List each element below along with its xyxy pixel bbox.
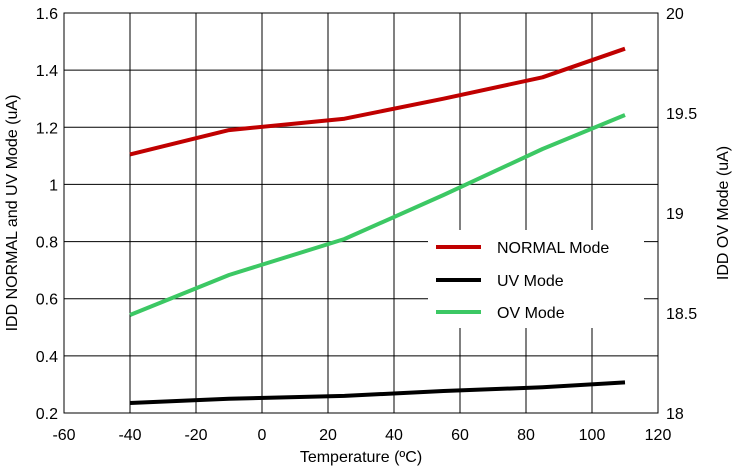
x-tick-label: 40 [385, 427, 403, 444]
x-tick-label: -60 [52, 427, 75, 444]
y-left-tick-label: 1.4 [36, 63, 58, 80]
x-tick-label: 120 [645, 427, 672, 444]
plot-border [63, 12, 659, 414]
y-left-tick-label: 1.6 [36, 6, 58, 23]
y-left-tick-label: 0.2 [36, 406, 58, 423]
y-right-tick-label: 18 [666, 406, 684, 423]
y-left-tick-labels: 0.2 0.4 0.6 0.8 1 1.2 1.4 1.6 [36, 6, 58, 423]
series-line-normal-mode [129, 46, 626, 157]
x-tick-label: 20 [319, 427, 337, 444]
y-left-axis-title: IDD NORMAL and UV Mode (uA) [4, 95, 21, 332]
y-right-tick-labels: 18 18.5 19 19.5 20 [666, 6, 697, 423]
x-tick-labels: -60 -40 -20 0 20 40 60 80 100 120 [52, 427, 671, 444]
legend-label-ov-mode: OV Mode [497, 305, 565, 322]
legend-label-normal-mode: NORMAL Mode [497, 240, 609, 257]
y-left-tick-label: 0.4 [36, 349, 58, 366]
x-tick-label: -40 [118, 427, 141, 444]
y-left-tick-label: 1 [49, 177, 58, 194]
y-left-tick-label: 0.6 [36, 292, 58, 309]
x-tick-label: -20 [184, 427, 207, 444]
y-right-tick-label: 20 [666, 6, 684, 23]
x-tick-label: 0 [258, 427, 267, 444]
y-left-tick-label: 0.8 [36, 235, 58, 252]
plot-area [64, 13, 658, 413]
series-line-uv-mode [129, 380, 626, 405]
x-axis-title: Temperature (ºC) [300, 449, 422, 466]
y-right-tick-label: 18.5 [666, 306, 697, 323]
x-tick-label: 60 [451, 427, 469, 444]
x-tick-label: 100 [579, 427, 606, 444]
series-line-ov-mode [129, 113, 626, 317]
series-lines [129, 46, 626, 405]
y-right-tick-label: 19 [666, 206, 684, 223]
legend-label-uv-mode: UV Mode [497, 273, 564, 290]
legend: NORMAL Mode UV Mode OV Mode [428, 230, 644, 328]
y-left-tick-label: 1.2 [36, 120, 58, 137]
y-right-tick-label: 19.5 [666, 106, 697, 123]
x-tick-label: 80 [517, 427, 535, 444]
y-right-axis-title: IDD OV Mode (uA) [715, 146, 732, 280]
